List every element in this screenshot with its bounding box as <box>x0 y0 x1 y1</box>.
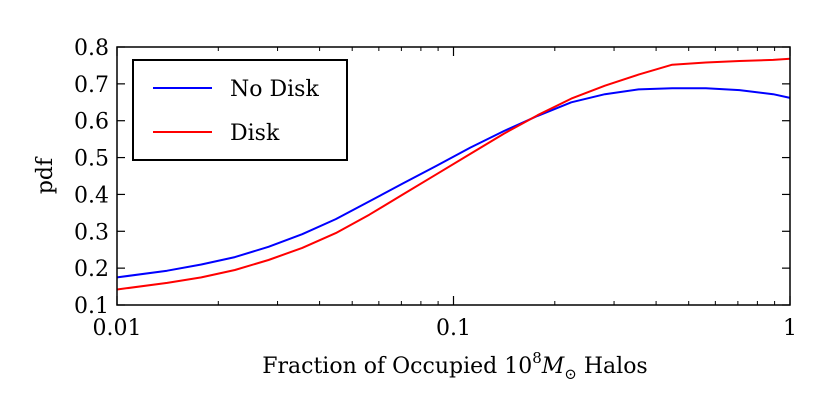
y-tick-label: 0.8 <box>74 36 109 61</box>
legend: No Disk Disk <box>132 59 348 161</box>
legend-label-disk: Disk <box>230 121 280 146</box>
y-tick-label: 0.3 <box>74 220 109 245</box>
legend-box <box>132 59 348 161</box>
y-axis-label: pdf <box>33 156 58 194</box>
series-layer <box>116 57 791 291</box>
y-tick-label: 0.5 <box>74 147 109 172</box>
x-axis-label-math: M <box>541 354 565 379</box>
x-axis-label: Fraction of Occupied 108M⊙ Halos <box>262 349 647 383</box>
legend-label-no-disk: No Disk <box>230 77 319 102</box>
y-tick-label: 0.4 <box>74 183 109 208</box>
x-axis-label-superscript: 8 <box>532 349 542 367</box>
y-tick-label: 0.6 <box>74 110 109 135</box>
x-axis-label-text: Fraction of Occupied 10 <box>262 354 532 379</box>
y-tick-label: 0.1 <box>74 294 109 319</box>
x-axis-label-tail: Halos <box>577 354 648 379</box>
tick-layer: 0.10.20.30.40.50.60.70.80.01 0.1 1 <box>74 36 797 341</box>
series-line-disk <box>116 57 791 291</box>
x-axis-label-subscript: ⊙ <box>564 365 577 383</box>
y-tick-label: 0.7 <box>74 73 109 98</box>
y-tick-label: 0.2 <box>74 257 109 282</box>
x-tick-label: 0.1 <box>436 316 471 341</box>
series-line-no-disk <box>116 87 791 279</box>
x-tick-label: 0.01 <box>93 316 142 341</box>
x-tick-label: 1 <box>783 316 797 341</box>
plot-frame <box>116 46 791 306</box>
